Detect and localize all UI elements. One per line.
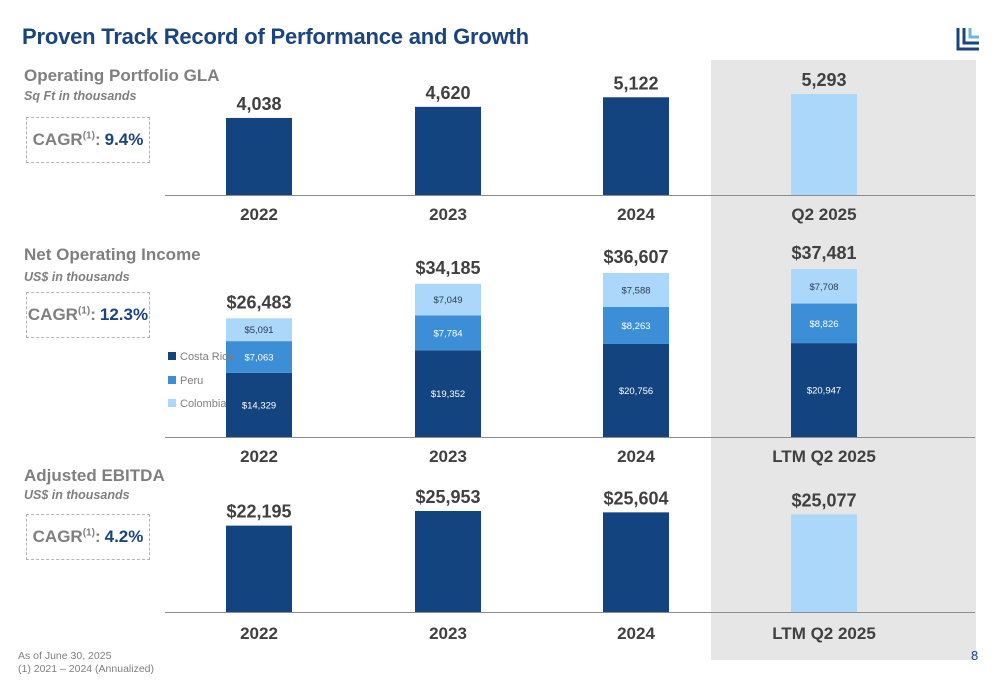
gla-bar-3: [791, 94, 857, 195]
ebitda-bar-1: [415, 511, 481, 612]
noi-bar-colombia-2: [603, 272, 669, 307]
noi-segment-label-2-3: $7,708: [809, 282, 838, 293]
ebitda-bar-3: [791, 514, 857, 612]
noi-bar-colombia-3: [791, 269, 857, 304]
ebitda-subtitle: US$ in thousands: [24, 488, 130, 502]
footnote-as-of: As of June 30, 2025: [18, 650, 112, 662]
gla-bar-1: [415, 106, 481, 195]
noi-bar-peru-0: [226, 341, 292, 373]
noi-cagr-sup: (1): [77, 305, 91, 317]
ebitda-cagr-colon: :: [94, 527, 101, 546]
noi-bar-costa-rica-2: [603, 343, 669, 437]
gla-value-label-0: 4,038: [236, 94, 281, 114]
legend-swatch-1: [168, 376, 176, 384]
noi-segment-label-1-3: $8,826: [809, 319, 838, 330]
page-number: 8: [971, 648, 979, 663]
noi-segment-label-0-3: $20,947: [807, 386, 841, 397]
noi-segment-label-1-2: $8,263: [621, 321, 650, 332]
legend-label-1: Peru: [180, 375, 203, 387]
ebitda-category-0: 2022: [240, 624, 278, 643]
gla-cagr-label: CAGR: [32, 130, 83, 149]
ebitda-category-3: LTM Q2 2025: [772, 624, 876, 643]
gla-title: Operating Portfolio GLA: [24, 66, 220, 85]
gla-category-1: 2023: [429, 205, 467, 224]
noi-cagr-colon: :: [90, 305, 96, 324]
noi-category-1: 2023: [429, 447, 467, 466]
noi-bar-costa-rica-1: [415, 350, 481, 437]
noi-category-3: LTM Q2 2025: [772, 447, 876, 466]
ebitda-cagr-sup: (1): [82, 527, 95, 539]
page-title: Proven Track Record of Performance and G…: [22, 24, 529, 49]
ebitda-category-1: 2023: [429, 624, 467, 643]
ebitda-value-label-1: $25,953: [415, 487, 480, 507]
noi-segment-label-1-0: $7,063: [244, 352, 273, 363]
gla-value-label-1: 4,620: [425, 83, 470, 103]
gla-value-label-2: 5,122: [613, 73, 658, 93]
footnote-cagr: (1) 2021 – 2024 (Annualized): [18, 663, 155, 675]
noi-bar-costa-rica-3: [791, 343, 857, 437]
gla-cagr-box: CAGR(1): 9.4%: [26, 117, 150, 163]
legend-label-2: Colombia: [180, 398, 227, 410]
noi-bar-peru-2: [603, 306, 669, 344]
legend-swatch-0: [168, 352, 176, 360]
noi-cagr-box: CAGR(1): 12.3%: [26, 292, 150, 338]
gla-subtitle: Sq Ft in thousands: [24, 89, 137, 103]
gla-category-2: 2024: [617, 205, 655, 224]
noi-bar-colombia-0: [226, 318, 292, 342]
noi-category-0: 2022: [240, 447, 278, 466]
legend-label-0: Costa Rica: [180, 351, 235, 363]
noi-cagr-label: CAGR: [27, 305, 78, 324]
noi-subtitle: US$ in thousands: [24, 270, 130, 284]
ebitda-category-2: 2024: [617, 624, 655, 643]
gla-category-0: 2022: [240, 205, 278, 224]
ebitda-cagr-box: CAGR(1): 4.2%: [26, 514, 150, 560]
noi-segment-label-2-2: $7,588: [621, 285, 650, 296]
noi-total-label-3: $37,481: [791, 243, 856, 263]
legend-swatch-2: [168, 399, 176, 407]
noi-segment-label-0-1: $19,352: [431, 389, 465, 400]
noi-segment-label-1-1: $7,784: [433, 328, 462, 339]
noi-segment-label-2-0: $5,091: [244, 325, 273, 336]
noi-total-label-0: $26,483: [226, 292, 291, 312]
noi-title: Net Operating Income: [24, 245, 201, 264]
gla-cagr-value: 9.4%: [104, 130, 144, 149]
gla-cagr-sup: (1): [82, 130, 95, 142]
ebitda-value-label-0: $22,195: [226, 502, 291, 522]
gla-value-label-3: 5,293: [801, 70, 846, 90]
ebitda-value-label-2: $25,604: [603, 488, 668, 508]
noi-cagr-value: 12.3%: [99, 305, 149, 324]
ebitda-value-label-3: $25,077: [791, 490, 856, 510]
ebitda-bar-2: [603, 512, 669, 612]
gla-category-3: Q2 2025: [791, 205, 856, 224]
ebitda-title: Adjusted EBITDA: [24, 466, 165, 485]
company-logo-icon: [956, 28, 979, 51]
noi-total-label-1: $34,185: [415, 258, 480, 278]
gla-bar-2: [603, 97, 669, 195]
noi-segment-label-2-1: $7,049: [433, 295, 462, 306]
ebitda-cagr-value: 4.2%: [104, 527, 144, 546]
noi-bar-colombia-1: [415, 283, 481, 316]
noi-total-label-2: $36,607: [603, 247, 668, 267]
noi-bar-costa-rica-0: [226, 372, 292, 437]
ebitda-cagr-label: CAGR: [32, 527, 83, 546]
noi-bar-peru-1: [415, 315, 481, 351]
gla-bar-0: [226, 117, 292, 195]
ebitda-bar-0: [226, 525, 292, 612]
noi-bar-peru-3: [791, 303, 857, 344]
gla-cagr-colon: :: [94, 130, 101, 149]
noi-segment-label-0-2: $20,756: [619, 386, 653, 397]
noi-category-2: 2024: [617, 447, 655, 466]
noi-segment-label-0-0: $14,329: [242, 400, 276, 411]
